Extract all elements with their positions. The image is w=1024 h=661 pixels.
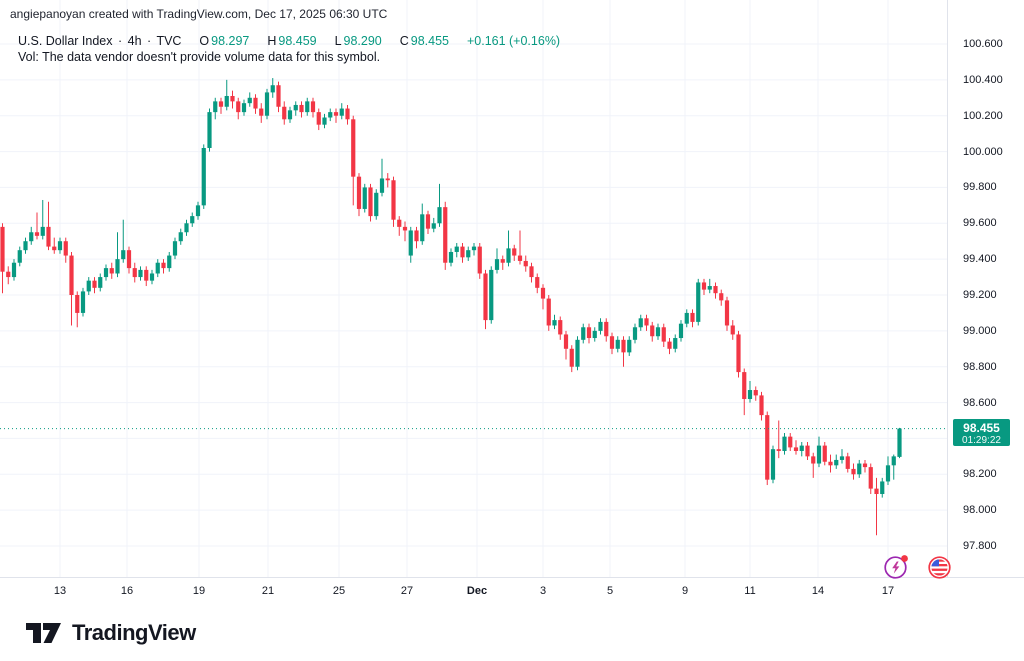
time-tick: 14 [811,585,825,597]
watermark-attribution: angiepanoyan created with TradingView.co… [10,7,388,21]
price-tick: 97.800 [963,539,997,552]
time-tick: 16 [120,585,134,597]
ohlc-close-label: C [399,34,409,48]
price-tick: 98.800 [963,360,997,373]
legend-change: +0.161 (+0.16%) [466,34,561,48]
time-tick: Dec [466,585,488,597]
ohlc-low-value: 98.290 [343,34,382,48]
time-tick: 25 [332,585,346,597]
time-tick: 17 [881,585,895,597]
tradingview-logo-text: TradingView [72,620,196,645]
time-tick: 27 [400,585,414,597]
current-price-label: 98.455 01:29:22 [953,419,1010,446]
time-tick: 21 [261,585,275,597]
ohlc-open-label: O [199,34,210,48]
legend-separator: · [147,34,152,48]
price-tick: 99.800 [963,181,997,194]
time-tick: 9 [681,585,689,597]
current-price-value: 98.455 [963,421,1000,435]
time-scale[interactable]: 13 16 19 21 25 27 Dec 3 5 9 11 14 17 [0,577,1024,608]
ohlc-open-value: 98.297 [211,34,250,48]
tradingview-logo-icon [26,623,61,643]
price-tick: 98.200 [963,468,997,481]
time-tick: 3 [539,585,547,597]
price-tick: 100.600 [963,38,1003,50]
price-tick: 100.400 [963,73,1003,86]
candlestick-chart[interactable] [0,0,947,577]
ohlc-close-value: 98.455 [410,34,449,48]
price-tick: 100.200 [963,109,1003,122]
tradingview-logo[interactable]: TradingView [25,618,196,648]
time-tick: 13 [53,585,67,597]
legend-symbol[interactable]: U.S. Dollar Index [18,34,113,48]
price-tick: 99.600 [963,217,997,230]
time-tick: 19 [192,585,206,597]
price-tick: 99.200 [963,288,997,301]
volume-note: Vol: The data vendor doesn't provide vol… [18,50,381,64]
footer: TradingView [0,607,1024,661]
ohlc-low-label: L [334,34,342,48]
bar-countdown: 01:29:22 [962,435,1001,446]
legend-exchange[interactable]: TVC [156,34,182,48]
price-scale[interactable]: 100.600 100.400 100.200 100.000 99.800 99.600… [947,0,1024,577]
ohlc-high-value: 98.459 [278,34,317,48]
lightning-icon[interactable] [883,554,910,581]
legend-separator: · [117,34,123,48]
price-tick: 99.000 [963,324,997,337]
ohlc-high-label: H [267,34,277,48]
price-tick: 100.000 [963,145,1003,158]
us-flag-icon[interactable] [926,554,953,581]
time-tick: 5 [606,585,614,597]
price-tick: 98.600 [963,396,997,409]
time-tick: 11 [744,585,756,597]
legend-interval[interactable]: 4h [127,34,142,48]
price-tick: 98.000 [963,504,997,517]
price-tick: 99.400 [963,253,997,266]
chart-legend: U.S. Dollar Index · 4h · TVC O 98.297 H 98… [18,33,562,49]
